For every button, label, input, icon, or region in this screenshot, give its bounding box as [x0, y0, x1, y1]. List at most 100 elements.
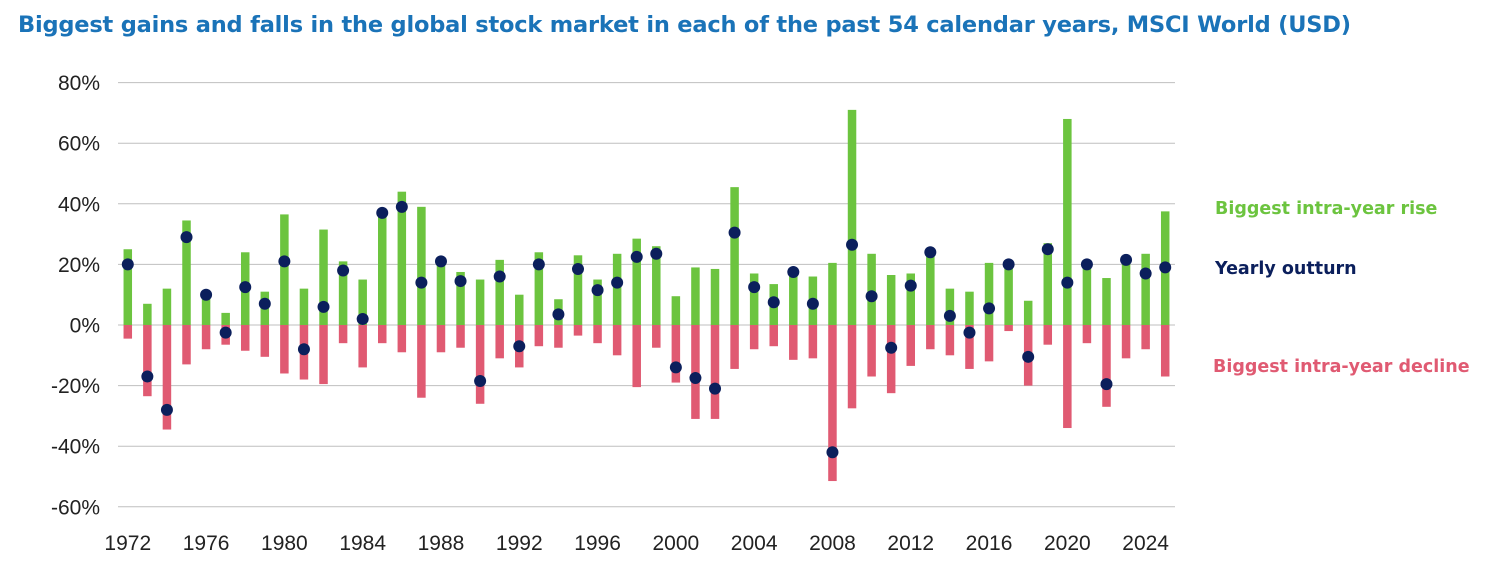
outturn-dot [454, 275, 467, 288]
decline-bar [123, 325, 133, 339]
outturn-dot [1080, 258, 1093, 271]
decline-bar [691, 325, 700, 419]
rise-bar [534, 252, 544, 325]
outturn-dot [532, 258, 545, 271]
rise-bar [691, 267, 700, 325]
rise-bar [475, 279, 485, 325]
outturn-dot [1120, 253, 1133, 266]
legend-rise: Biggest intra-year rise [1215, 199, 1438, 219]
decline-bar [1102, 325, 1111, 407]
decline-bar [201, 325, 211, 350]
decline-bar [1082, 325, 1092, 344]
outturn-dot [924, 246, 937, 259]
rise-bar [945, 288, 955, 325]
rise-bar [867, 253, 876, 325]
outturn-dot [1002, 258, 1015, 271]
outturn-dot [200, 288, 213, 301]
rise-bar [397, 191, 407, 325]
outturn-dot [846, 238, 859, 251]
outturn-dot [513, 340, 526, 353]
decline-bar [945, 325, 955, 356]
rise-bar [515, 294, 524, 325]
decline-bar [984, 325, 994, 362]
outturn-dot [258, 297, 271, 310]
outturn-dot [885, 341, 898, 354]
decline-bar [1004, 325, 1013, 332]
decline-bar [671, 325, 681, 383]
outturn-dot [943, 309, 956, 322]
y-tick-label: 40% [58, 193, 100, 216]
outturn-dot [826, 446, 839, 459]
decline-bar [828, 325, 837, 482]
decline-bar [397, 325, 407, 353]
y-tick-label: -60% [51, 496, 100, 519]
x-tick-label: 2016 [966, 532, 1013, 555]
decline-bar [338, 325, 348, 344]
rise-bar [1121, 261, 1131, 325]
outturn-dot [415, 276, 428, 289]
decline-bar [456, 325, 465, 348]
outturn-dot [1041, 243, 1054, 256]
rise-bar [828, 262, 837, 325]
decline-bar [926, 325, 935, 350]
outturn-dot [317, 300, 330, 313]
outturn-dot [669, 361, 682, 374]
outturn-dot [1061, 276, 1074, 289]
rise-bar [1004, 264, 1013, 325]
outturn-dot [983, 302, 996, 315]
decline-bar [886, 325, 896, 394]
decline-bar [1043, 325, 1053, 345]
rise-bar [123, 249, 133, 325]
rise-bar [456, 271, 465, 325]
rise-bar [1141, 253, 1150, 325]
outturn-dot [1100, 378, 1113, 391]
y-tick-label: -40% [51, 436, 100, 459]
decline-bar [593, 325, 602, 344]
x-tick-label: 2004 [731, 532, 778, 555]
decline-bar [554, 325, 563, 348]
y-tick-label: 20% [58, 254, 100, 277]
decline-bar [632, 325, 641, 388]
rise-bar [221, 312, 230, 325]
decline-bar [749, 325, 759, 350]
decline-bar [260, 325, 270, 357]
rise-bar [495, 259, 504, 325]
outturn-dot [650, 247, 663, 260]
outturn-dot [434, 255, 447, 268]
outturn-dot [630, 250, 643, 263]
outturn-dot [552, 308, 565, 321]
outturn-dot [219, 326, 232, 339]
decline-bar [710, 325, 720, 419]
rise-bar [201, 297, 211, 325]
decline-bar [1121, 325, 1131, 359]
rise-bar [789, 268, 798, 325]
decline-bar [475, 325, 485, 404]
rise-bar [730, 187, 739, 325]
x-tick-label: 1996 [574, 532, 621, 555]
outturn-dot [689, 372, 702, 385]
rise-bar [319, 229, 328, 325]
decline-bar [730, 325, 739, 369]
rise-bar [847, 109, 857, 326]
rise-bar [1063, 118, 1072, 326]
decline-bar [358, 325, 367, 368]
x-tick-label: 2000 [653, 532, 700, 555]
rise-bar [143, 303, 152, 325]
outturn-dot [493, 270, 506, 283]
decline-bar [240, 325, 250, 351]
outturn-dot [709, 382, 722, 395]
outturn-markers [121, 200, 1172, 459]
decline-bar [162, 325, 172, 430]
outturn-dot [356, 312, 369, 325]
outturn-dot [806, 297, 819, 310]
gridlines [118, 82, 1175, 508]
x-tick-label: 1988 [418, 532, 465, 555]
legend-outturn: Yearly outturn [1215, 259, 1357, 279]
x-tick-label: 1984 [339, 532, 386, 555]
decline-bar [1160, 325, 1170, 377]
x-tick-label: 2024 [1122, 532, 1169, 555]
x-tick-label: 1980 [261, 532, 308, 555]
decline-bar [847, 325, 857, 409]
y-axis-tick-labels: 80% 60% 40% 20% 0% -20% -40% -60% [51, 72, 100, 519]
